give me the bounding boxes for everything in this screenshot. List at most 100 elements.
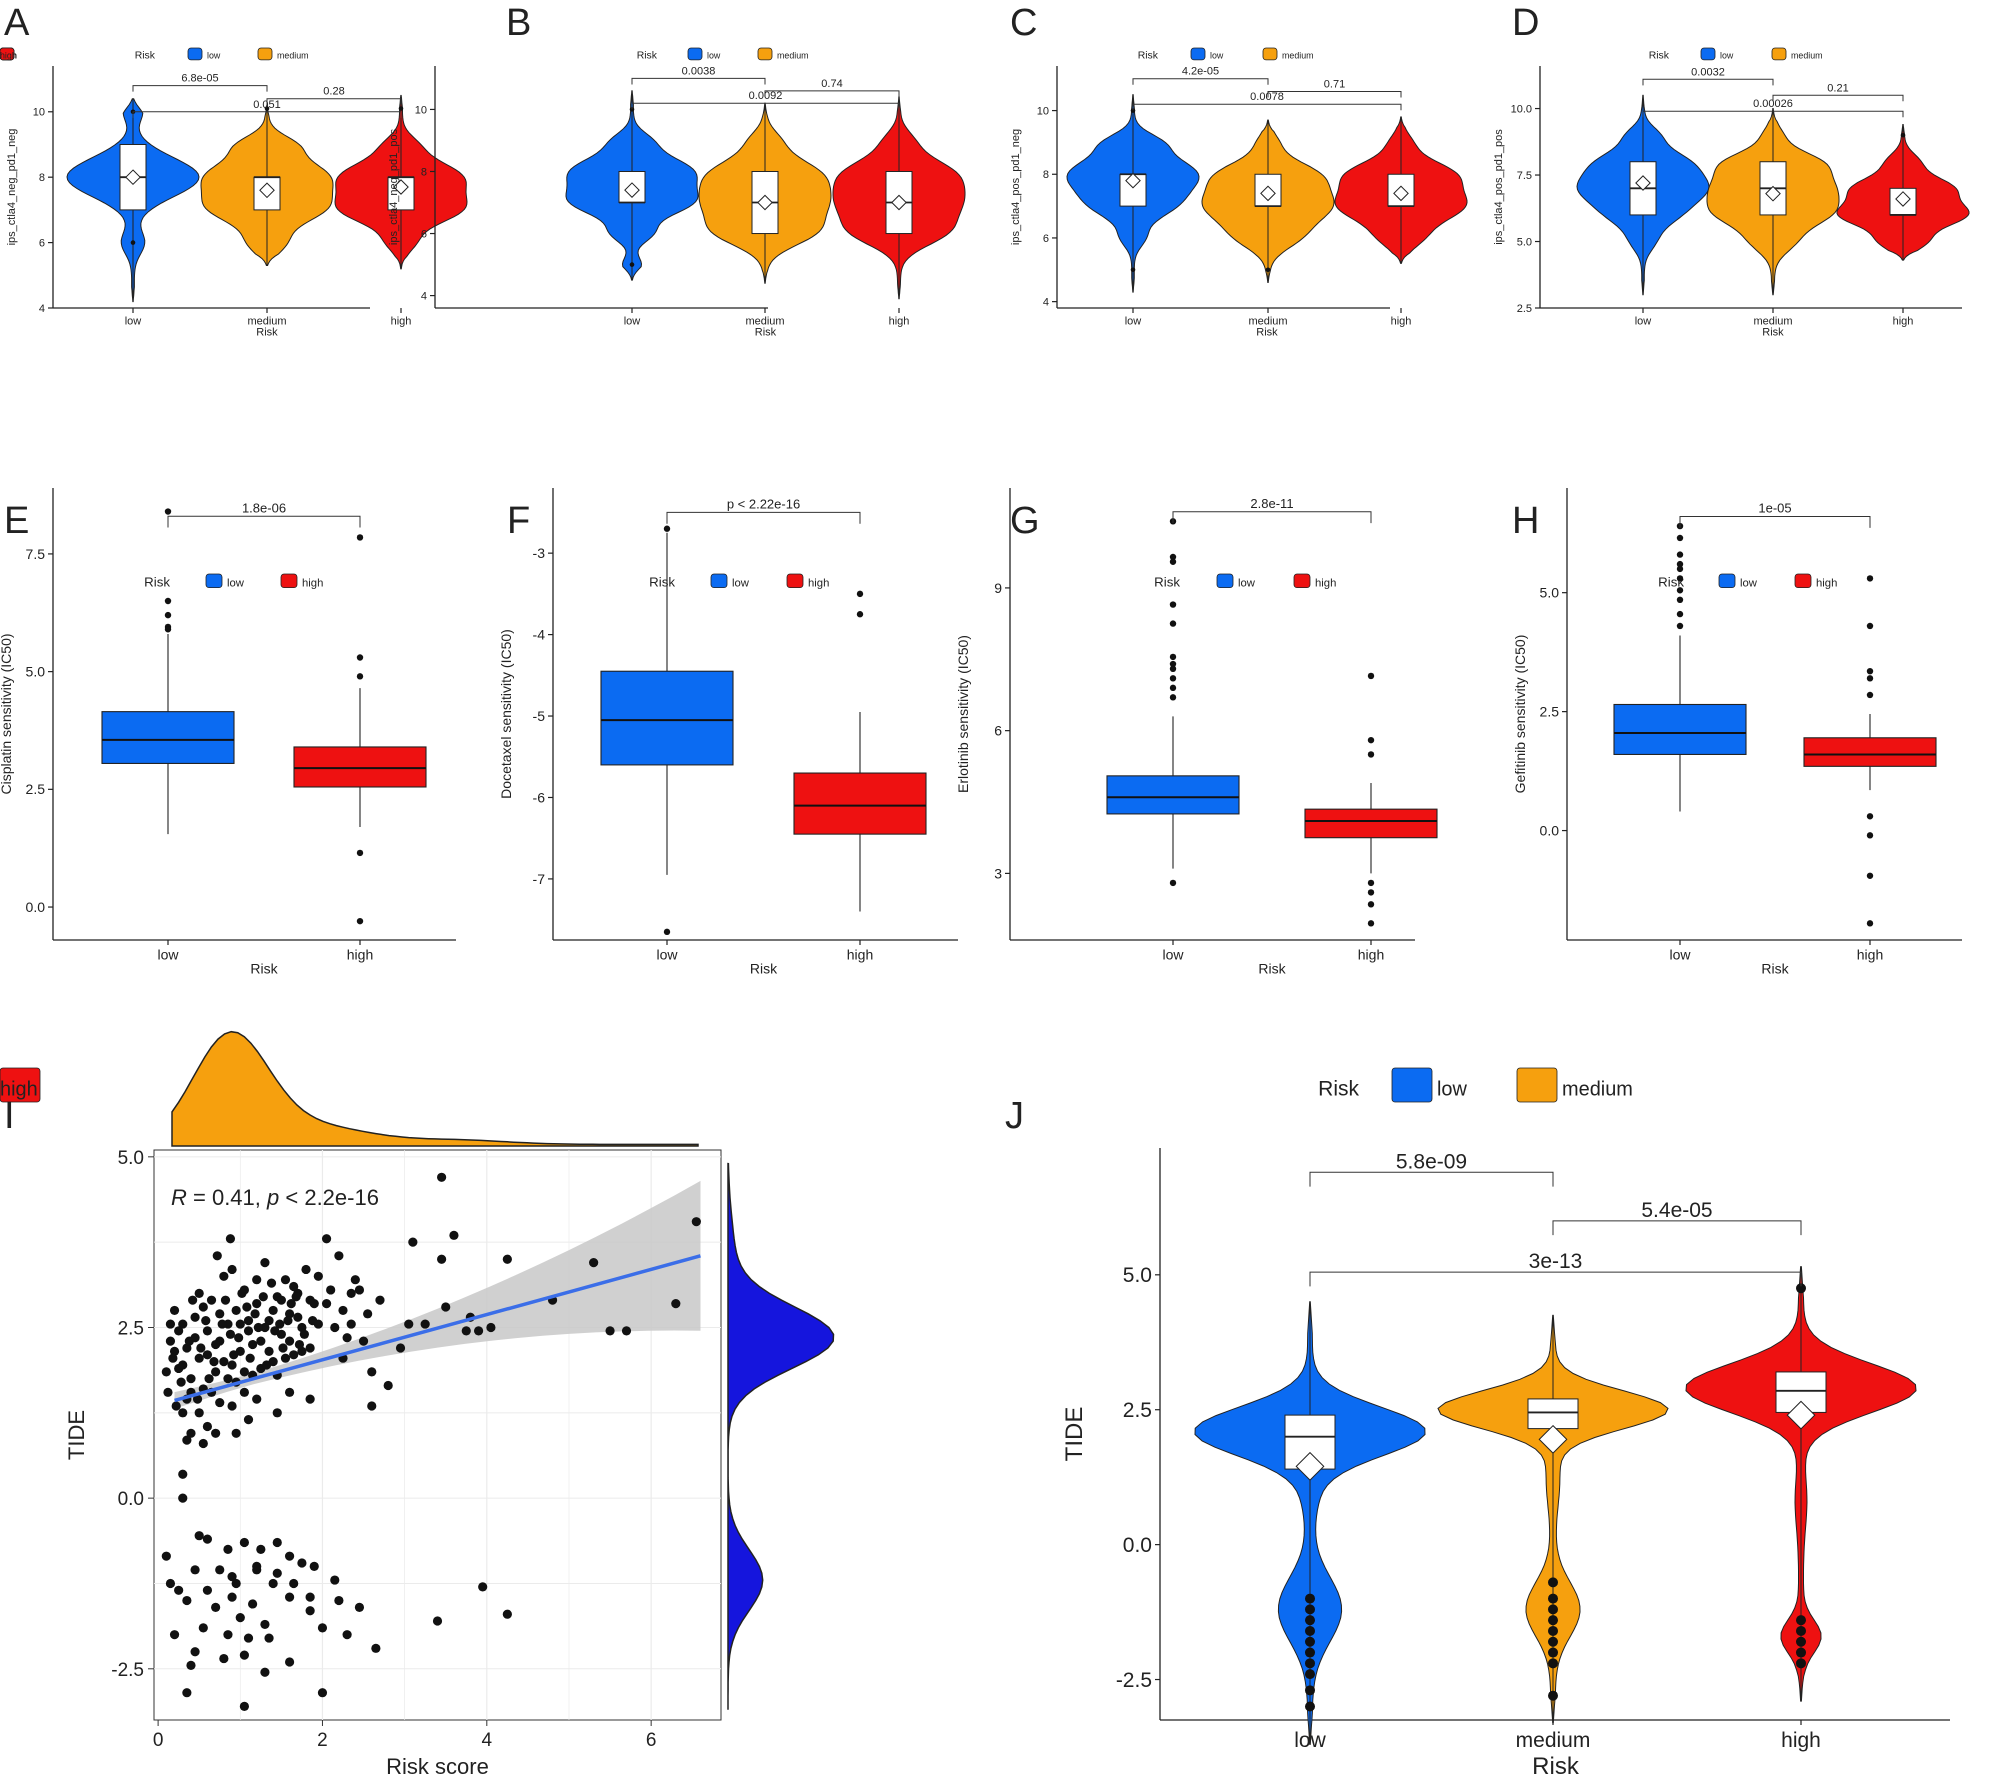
box-high (793, 590, 927, 912)
scatter-point (234, 1333, 244, 1343)
scatter-point (223, 1630, 233, 1640)
violin-low (1194, 1301, 1426, 1745)
outlier-point (164, 611, 172, 619)
outlier-point (164, 508, 172, 515)
violin-medium (1201, 119, 1335, 284)
violin-medium (1706, 107, 1840, 296)
scatter-point (227, 1401, 237, 1411)
outlier-point (356, 654, 364, 661)
scatter-point (330, 1575, 340, 1585)
violin-high (334, 94, 468, 270)
significance-bracket (132, 111, 402, 118)
x-tick-label: high (347, 947, 373, 963)
scatter-point (371, 1643, 381, 1653)
scatter-point (301, 1264, 311, 1275)
panel-D: D Risk low medium high 2.5 5.0 7.5 10.0 low medium… (0, 2, 1970, 339)
scatter-point (202, 1350, 213, 1360)
scatter-point (264, 1633, 274, 1643)
outlier-point (1367, 901, 1375, 908)
x-axis-title: Risk (256, 327, 278, 339)
scatter-point (219, 1357, 229, 1367)
significance-bracket (1172, 511, 1372, 524)
scatter-point (280, 1353, 291, 1363)
scatter-point (299, 1329, 309, 1339)
scatter-point (276, 1295, 286, 1305)
scatter-point (229, 1350, 239, 1360)
scatter-point (194, 1531, 204, 1541)
scatter-point (691, 1217, 701, 1227)
scatter-point (212, 1251, 222, 1261)
violin-medium (698, 102, 832, 284)
outlier-point (130, 240, 136, 245)
y-tick-label: 4 (39, 303, 45, 315)
significance-bracket (666, 511, 861, 524)
significance-bracket (1552, 1220, 1802, 1236)
outlier-point (663, 525, 671, 532)
p-value-label: 0.71 (1324, 78, 1345, 90)
scatter-point (178, 1360, 188, 1370)
panel-letter-C: C (1010, 2, 1037, 44)
y-tick-label: 5.0 (1540, 585, 1560, 601)
legend-label-high: high (302, 578, 323, 590)
box (1613, 703, 1747, 755)
panel-A: A Risk low medium high 4 6 8 10 low medium high Risk… (0, 2, 468, 339)
scatter-point (217, 1319, 227, 1329)
y-axis-title: ips_ctla4_pos_pd1_neg (1010, 129, 1022, 245)
scatter-point (243, 1326, 254, 1336)
y-tick-label: 2.5 (26, 781, 46, 797)
scatter-point (346, 1319, 356, 1329)
x-tick-label: high (1781, 1729, 1821, 1752)
scatter-point (432, 1616, 443, 1626)
x-tick-label: low (656, 947, 678, 963)
scatter-point (202, 1421, 213, 1432)
legend-title: Risk (637, 51, 658, 62)
significance-bracket (1772, 94, 1904, 102)
outlier-point (1796, 1658, 1806, 1669)
p-value-label: 5.4e-05 (1641, 1199, 1712, 1222)
outlier-point (1169, 665, 1177, 672)
y-tick-label: 2.5 (1540, 704, 1560, 720)
scatter-point (258, 1292, 268, 1302)
scatter-point (174, 1326, 184, 1336)
scatter-point (188, 1295, 198, 1305)
scatter-point (190, 1647, 200, 1657)
y-tick-label: -6 (533, 789, 546, 805)
y-tick-label: 10 (33, 107, 45, 119)
y-tick-label: 6 (421, 228, 427, 240)
p-value-label: 3e-13 (1529, 1250, 1583, 1273)
panel-letter-F: F (507, 500, 530, 542)
violin-low (565, 90, 699, 281)
scatter-point (243, 1415, 254, 1425)
panel-I: I R = 0.41, p < 2.2e-16 0 2 4 6 -2.5 0.0 2.5 5.0 R… (4, 1030, 835, 1779)
y-tick-label: 10.0 (1511, 103, 1532, 115)
outlier-point (1548, 1577, 1558, 1588)
outlier-point (398, 106, 404, 111)
scatter-point (239, 1387, 249, 1397)
legend-key-low (1700, 47, 1716, 61)
mean-marker (891, 194, 907, 211)
scatter-point (198, 1438, 208, 1449)
panel-letter-A: A (4, 2, 30, 44)
outlier-point (1548, 1690, 1558, 1701)
y-tick-label: -2.5 (111, 1660, 144, 1681)
significance-bracket (1309, 1171, 1554, 1187)
scatter-point (252, 1394, 262, 1404)
x-tick-label: high (1391, 316, 1412, 328)
p-value-label: 0.0092 (749, 90, 783, 102)
y-tick-label: 7.5 (26, 546, 46, 562)
scatter-point (225, 1329, 236, 1339)
legend-label-medium: medium (1562, 1078, 1633, 1100)
x-tick-label: medium (745, 316, 784, 328)
scatter-point (235, 1613, 245, 1623)
legend-label-low: low (707, 51, 721, 61)
scatter-point (211, 1367, 221, 1377)
mean-marker (1538, 1424, 1568, 1454)
scatter-point (502, 1609, 512, 1619)
scatter-point (375, 1295, 385, 1305)
y-axis-title: TIDE (64, 1410, 89, 1460)
scatter-point (260, 1322, 270, 1333)
y-tick-label: -4 (533, 626, 546, 642)
outlier-point (1676, 610, 1684, 618)
panel-F: F Risk low high -7 -6 -5 -4 -3 low high Risk Docetax… (498, 488, 958, 977)
scatter-point (284, 1551, 295, 1561)
